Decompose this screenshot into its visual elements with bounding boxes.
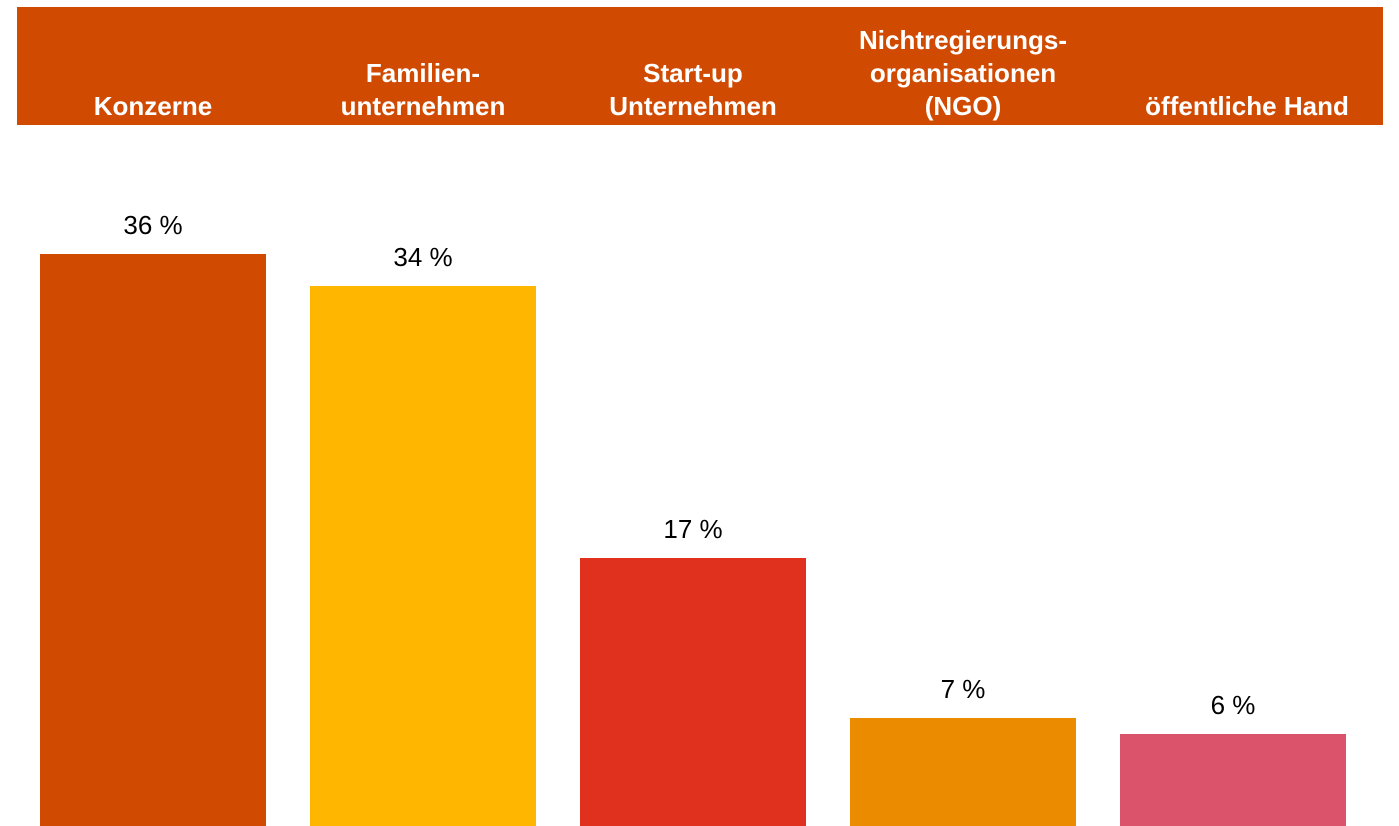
value-label: 6 % xyxy=(1211,690,1256,720)
bar xyxy=(580,558,806,826)
bar xyxy=(1120,734,1346,826)
value-label: 34 % xyxy=(393,242,452,272)
value-label: 17 % xyxy=(663,514,722,544)
value-label: 36 % xyxy=(123,210,182,240)
category-label: Konzerne xyxy=(94,91,212,121)
category-label: Familien- xyxy=(366,58,480,88)
category-label: öffentliche Hand xyxy=(1145,91,1349,121)
category-label: Start-up xyxy=(643,58,743,88)
bar xyxy=(850,718,1076,826)
category-label: unternehmen xyxy=(341,91,506,121)
header-band xyxy=(17,7,1383,125)
value-label: 7 % xyxy=(941,674,986,704)
category-label: organisationen xyxy=(870,58,1056,88)
bar xyxy=(310,286,536,826)
category-label: Unternehmen xyxy=(609,91,777,121)
bar xyxy=(40,254,266,826)
category-label: Nichtregierungs- xyxy=(859,25,1067,55)
category-label: (NGO) xyxy=(925,91,1002,121)
